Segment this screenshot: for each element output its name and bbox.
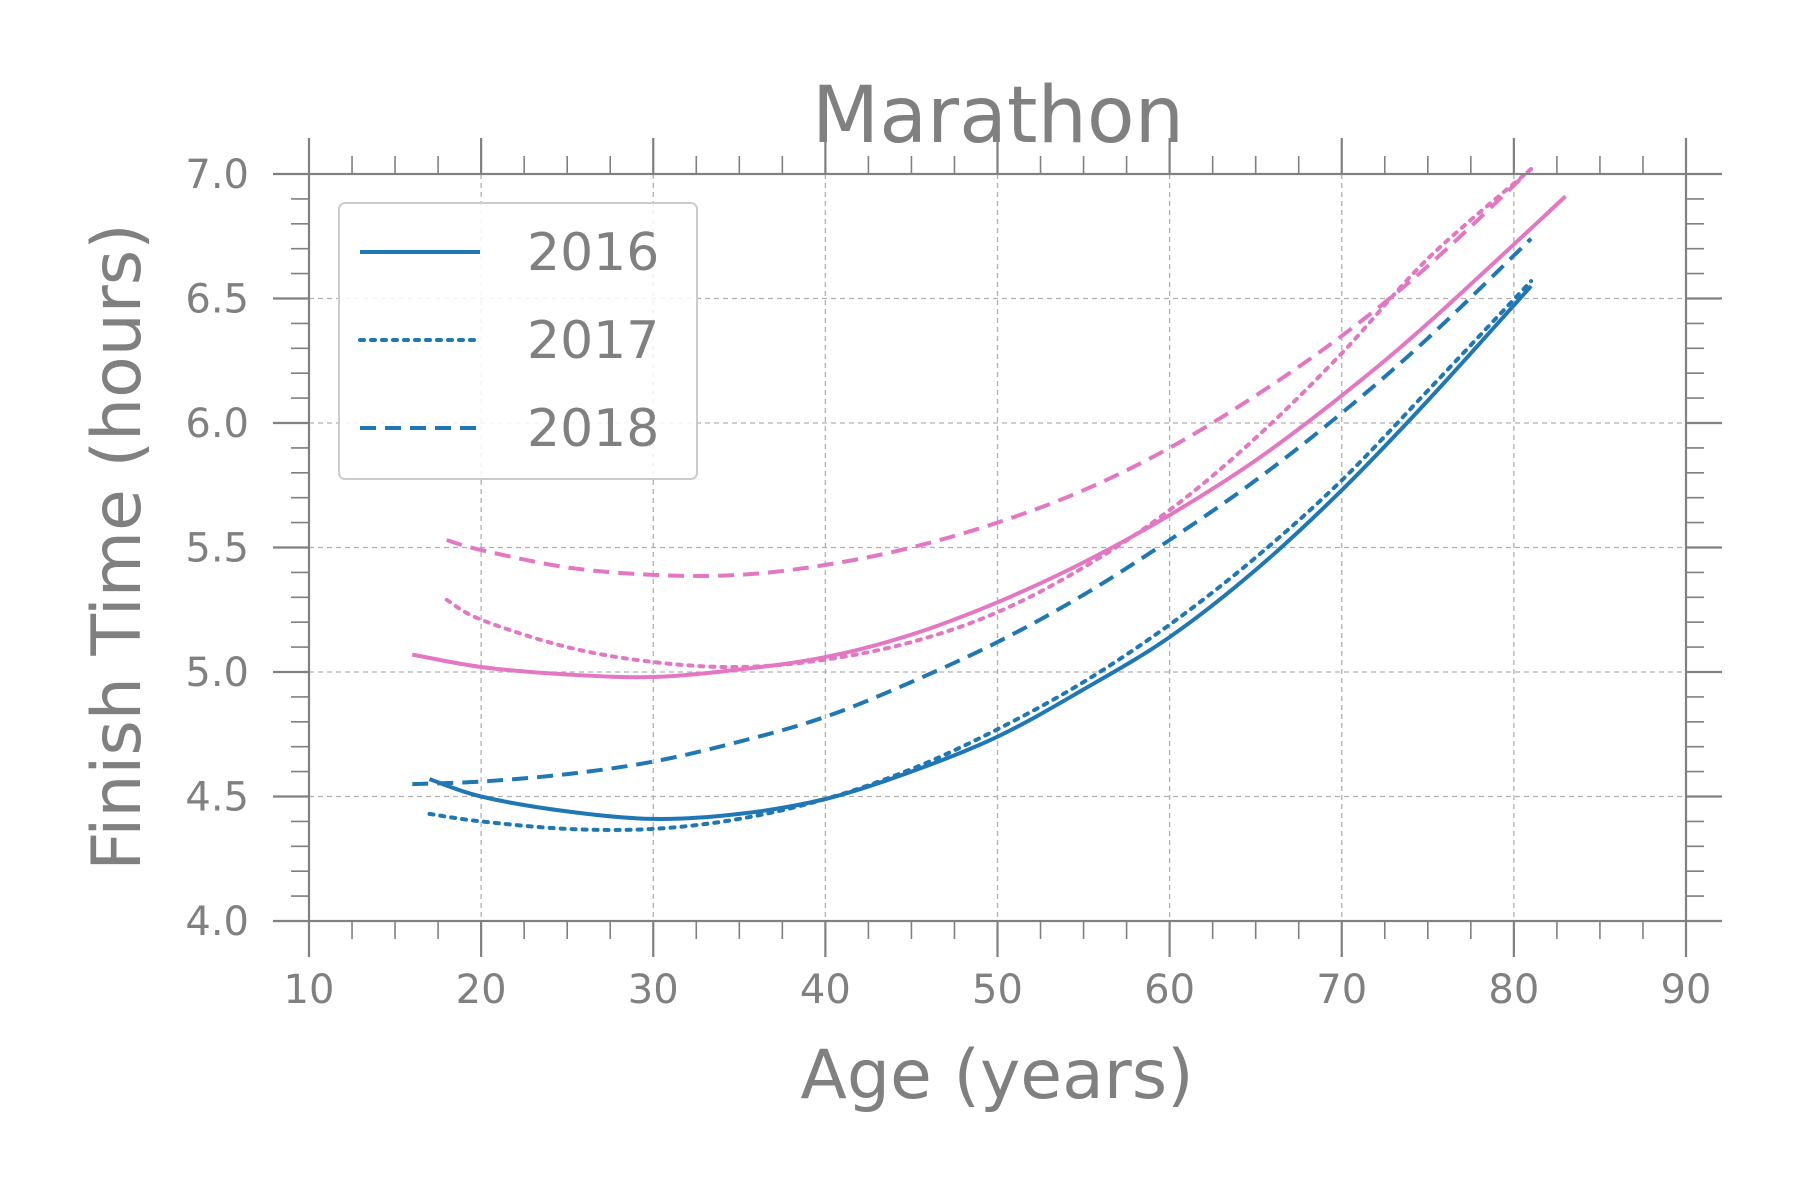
y-tick-label: 4.0	[185, 899, 249, 945]
x-tick-label: 20	[456, 967, 507, 1013]
series-line-pink-2018	[446, 167, 1533, 578]
ticks	[273, 138, 1722, 957]
series-line-blue-2016	[428, 284, 1533, 821]
x-tick-label: 50	[972, 967, 1023, 1013]
legend-label-2017: 2017	[527, 311, 659, 371]
x-tick-label: 30	[628, 967, 679, 1013]
x-tick-label: 60	[1144, 967, 1195, 1013]
y-tick-label: 6.5	[185, 277, 249, 323]
series-line-pink-2017	[444, 167, 1534, 670]
tick-labels: 10 20 30 40 50 60 70 80 90 4.0 4.5 5.0 5.5 6.0 6.5 7.0	[185, 152, 1711, 1013]
legend-label-2018: 2018	[527, 399, 659, 459]
x-tick-label: 40	[800, 967, 851, 1013]
legend-label-2016: 2016	[527, 223, 659, 283]
x-tick-label: 70	[1316, 967, 1367, 1013]
x-tick-label: 10	[284, 967, 335, 1013]
y-tick-label: 6.0	[185, 401, 249, 447]
series-line-blue-2017	[427, 279, 1534, 832]
legend: 2016 2017 2018	[338, 202, 698, 480]
y-tick-label: 4.5	[185, 775, 249, 821]
y-tick-label: 7.0	[185, 152, 249, 198]
series-line-pink-2016	[411, 194, 1567, 680]
x-axis-label: Age (years)	[800, 1036, 1193, 1115]
plot-frame	[307, 172, 1688, 923]
y-axis-label: Finish Time (hours)	[78, 223, 157, 870]
series-layer	[411, 167, 1567, 832]
legend-frame	[338, 202, 698, 480]
series-line-blue-2018	[412, 237, 1533, 787]
x-tick-label: 90	[1661, 967, 1712, 1013]
y-tick-label: 5.5	[185, 526, 249, 572]
y-tick-label: 5.0	[185, 650, 249, 696]
x-tick-label: 80	[1488, 967, 1539, 1013]
